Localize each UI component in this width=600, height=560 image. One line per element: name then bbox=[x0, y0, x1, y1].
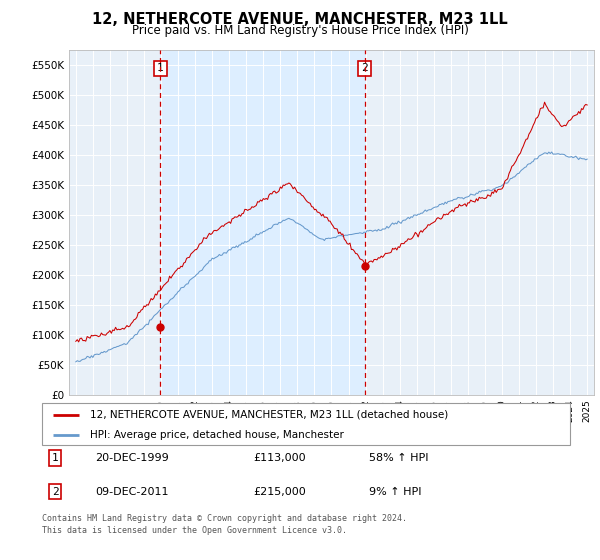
Text: 2: 2 bbox=[52, 487, 59, 497]
Text: 1: 1 bbox=[157, 63, 164, 73]
Bar bbox=[160, 50, 365, 395]
Text: HPI: Average price, detached house, Manchester: HPI: Average price, detached house, Manc… bbox=[89, 430, 343, 440]
Text: 2: 2 bbox=[361, 63, 368, 73]
Text: Price paid vs. HM Land Registry's House Price Index (HPI): Price paid vs. HM Land Registry's House … bbox=[131, 24, 469, 37]
Text: £113,000: £113,000 bbox=[253, 453, 306, 463]
Text: 1: 1 bbox=[52, 453, 59, 463]
Text: Contains HM Land Registry data © Crown copyright and database right 2024.
This d: Contains HM Land Registry data © Crown c… bbox=[42, 514, 407, 535]
Text: 20-DEC-1999: 20-DEC-1999 bbox=[95, 453, 169, 463]
Text: 12, NETHERCOTE AVENUE, MANCHESTER, M23 1LL (detached house): 12, NETHERCOTE AVENUE, MANCHESTER, M23 1… bbox=[89, 409, 448, 419]
FancyBboxPatch shape bbox=[42, 403, 570, 445]
Text: 12, NETHERCOTE AVENUE, MANCHESTER, M23 1LL: 12, NETHERCOTE AVENUE, MANCHESTER, M23 1… bbox=[92, 12, 508, 27]
Text: £215,000: £215,000 bbox=[253, 487, 306, 497]
Text: 9% ↑ HPI: 9% ↑ HPI bbox=[370, 487, 422, 497]
Text: 09-DEC-2011: 09-DEC-2011 bbox=[95, 487, 168, 497]
Text: 58% ↑ HPI: 58% ↑ HPI bbox=[370, 453, 429, 463]
